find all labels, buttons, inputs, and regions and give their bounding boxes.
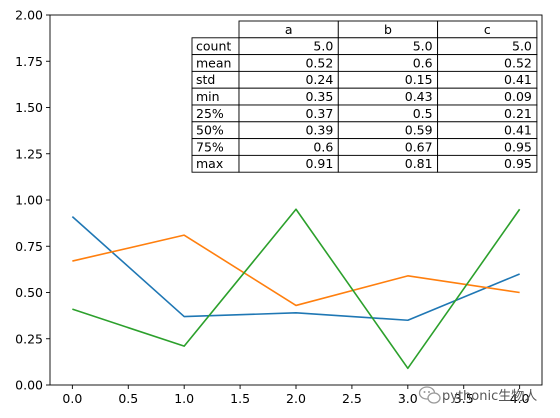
x-tick-label: 1.5 [230, 391, 250, 406]
table-cell-value: 0.21 [504, 106, 532, 121]
table-cell-value: 0.24 [305, 72, 333, 87]
table-cell-value: 0.91 [305, 156, 333, 171]
table-row-label: 50% [196, 123, 224, 138]
table-cell-value: 0.43 [405, 89, 433, 104]
y-tick-label: 1.50 [15, 100, 43, 115]
table-column-header: b [384, 22, 392, 37]
y-tick-label: 1.25 [15, 146, 43, 161]
x-tick-label: 2.0 [286, 391, 306, 406]
table-cell-value: 5.0 [413, 39, 433, 54]
table-cell-value: 0.37 [305, 106, 333, 121]
x-tick-label: 1.0 [174, 391, 194, 406]
table-row-label: min [196, 89, 220, 104]
x-tick-label: 0.0 [62, 391, 82, 406]
x-tick-label: 0.5 [118, 391, 138, 406]
x-tick-label: 2.5 [342, 391, 362, 406]
table-cell-value: 0.09 [504, 89, 532, 104]
axes: 0.0 0.5 1.0 1.5 2.0 2.5 3.0 3.5 4.0 0.00 0.25 0.50 0… [15, 8, 543, 406]
y-tick-label: 0.75 [15, 239, 43, 254]
y-tick-label: 2.00 [15, 8, 43, 23]
x-tick-label: 3.0 [398, 391, 418, 406]
table-cell-value: 0.6 [313, 139, 333, 154]
y-tick-label: 0.25 [15, 331, 43, 346]
table-cell-value: 0.5 [413, 106, 433, 121]
table-cell-value: 0.81 [405, 156, 433, 171]
table-cell-value: 0.35 [305, 89, 333, 104]
table-cell-value: 0.59 [405, 123, 433, 138]
table-cell-value: 0.95 [504, 139, 532, 154]
table-cell-value: 0.15 [405, 72, 433, 87]
x-tick-label: 3.5 [454, 391, 474, 406]
table-cell-value: 5.0 [512, 39, 532, 54]
table-cell-value: 0.41 [504, 123, 532, 138]
series-line-c [72, 208, 521, 370]
table-row-label: std [196, 72, 215, 87]
table-cell-value: 5.0 [313, 39, 333, 54]
wechat-icon [418, 386, 441, 404]
y-tick-label: 0.50 [15, 285, 43, 300]
watermark: pythonic生物人 [418, 386, 537, 404]
series-line-a [71, 216, 520, 322]
table-cell-value: 0.52 [305, 55, 333, 70]
watermark-text: pythonic生物人 [442, 389, 537, 404]
table-cell-value: 0.52 [504, 55, 532, 70]
table-column-header: a [285, 22, 293, 37]
table-cell-value: 0.41 [504, 72, 532, 87]
table-cell-value: 0.95 [504, 156, 532, 171]
y-tick-label: 1.00 [15, 193, 43, 208]
table-cell-value: 0.6 [413, 55, 433, 70]
y-tick-label: 0.00 [15, 378, 43, 393]
y-tick-label: 1.75 [15, 54, 43, 69]
table-cell-value: 0.39 [305, 123, 333, 138]
table-cell [437, 154, 538, 173]
table-row-label: 75% [196, 139, 224, 154]
table-row-label: 25% [196, 106, 224, 121]
table-column-header: c [484, 22, 491, 37]
table-row-label: mean [196, 55, 231, 70]
x-tick-label: 4.0 [510, 391, 530, 406]
table-row-label: count [196, 39, 231, 54]
series-lines [71, 208, 521, 370]
table-row-label: max [196, 156, 223, 171]
series-line-b [72, 234, 520, 307]
table-cell-value: 0.67 [405, 139, 433, 154]
statistics-table: a b c count 5.0 5.0 5.0 mean 0.52 0.6 0.52 std 0.24 0… [191, 20, 538, 173]
